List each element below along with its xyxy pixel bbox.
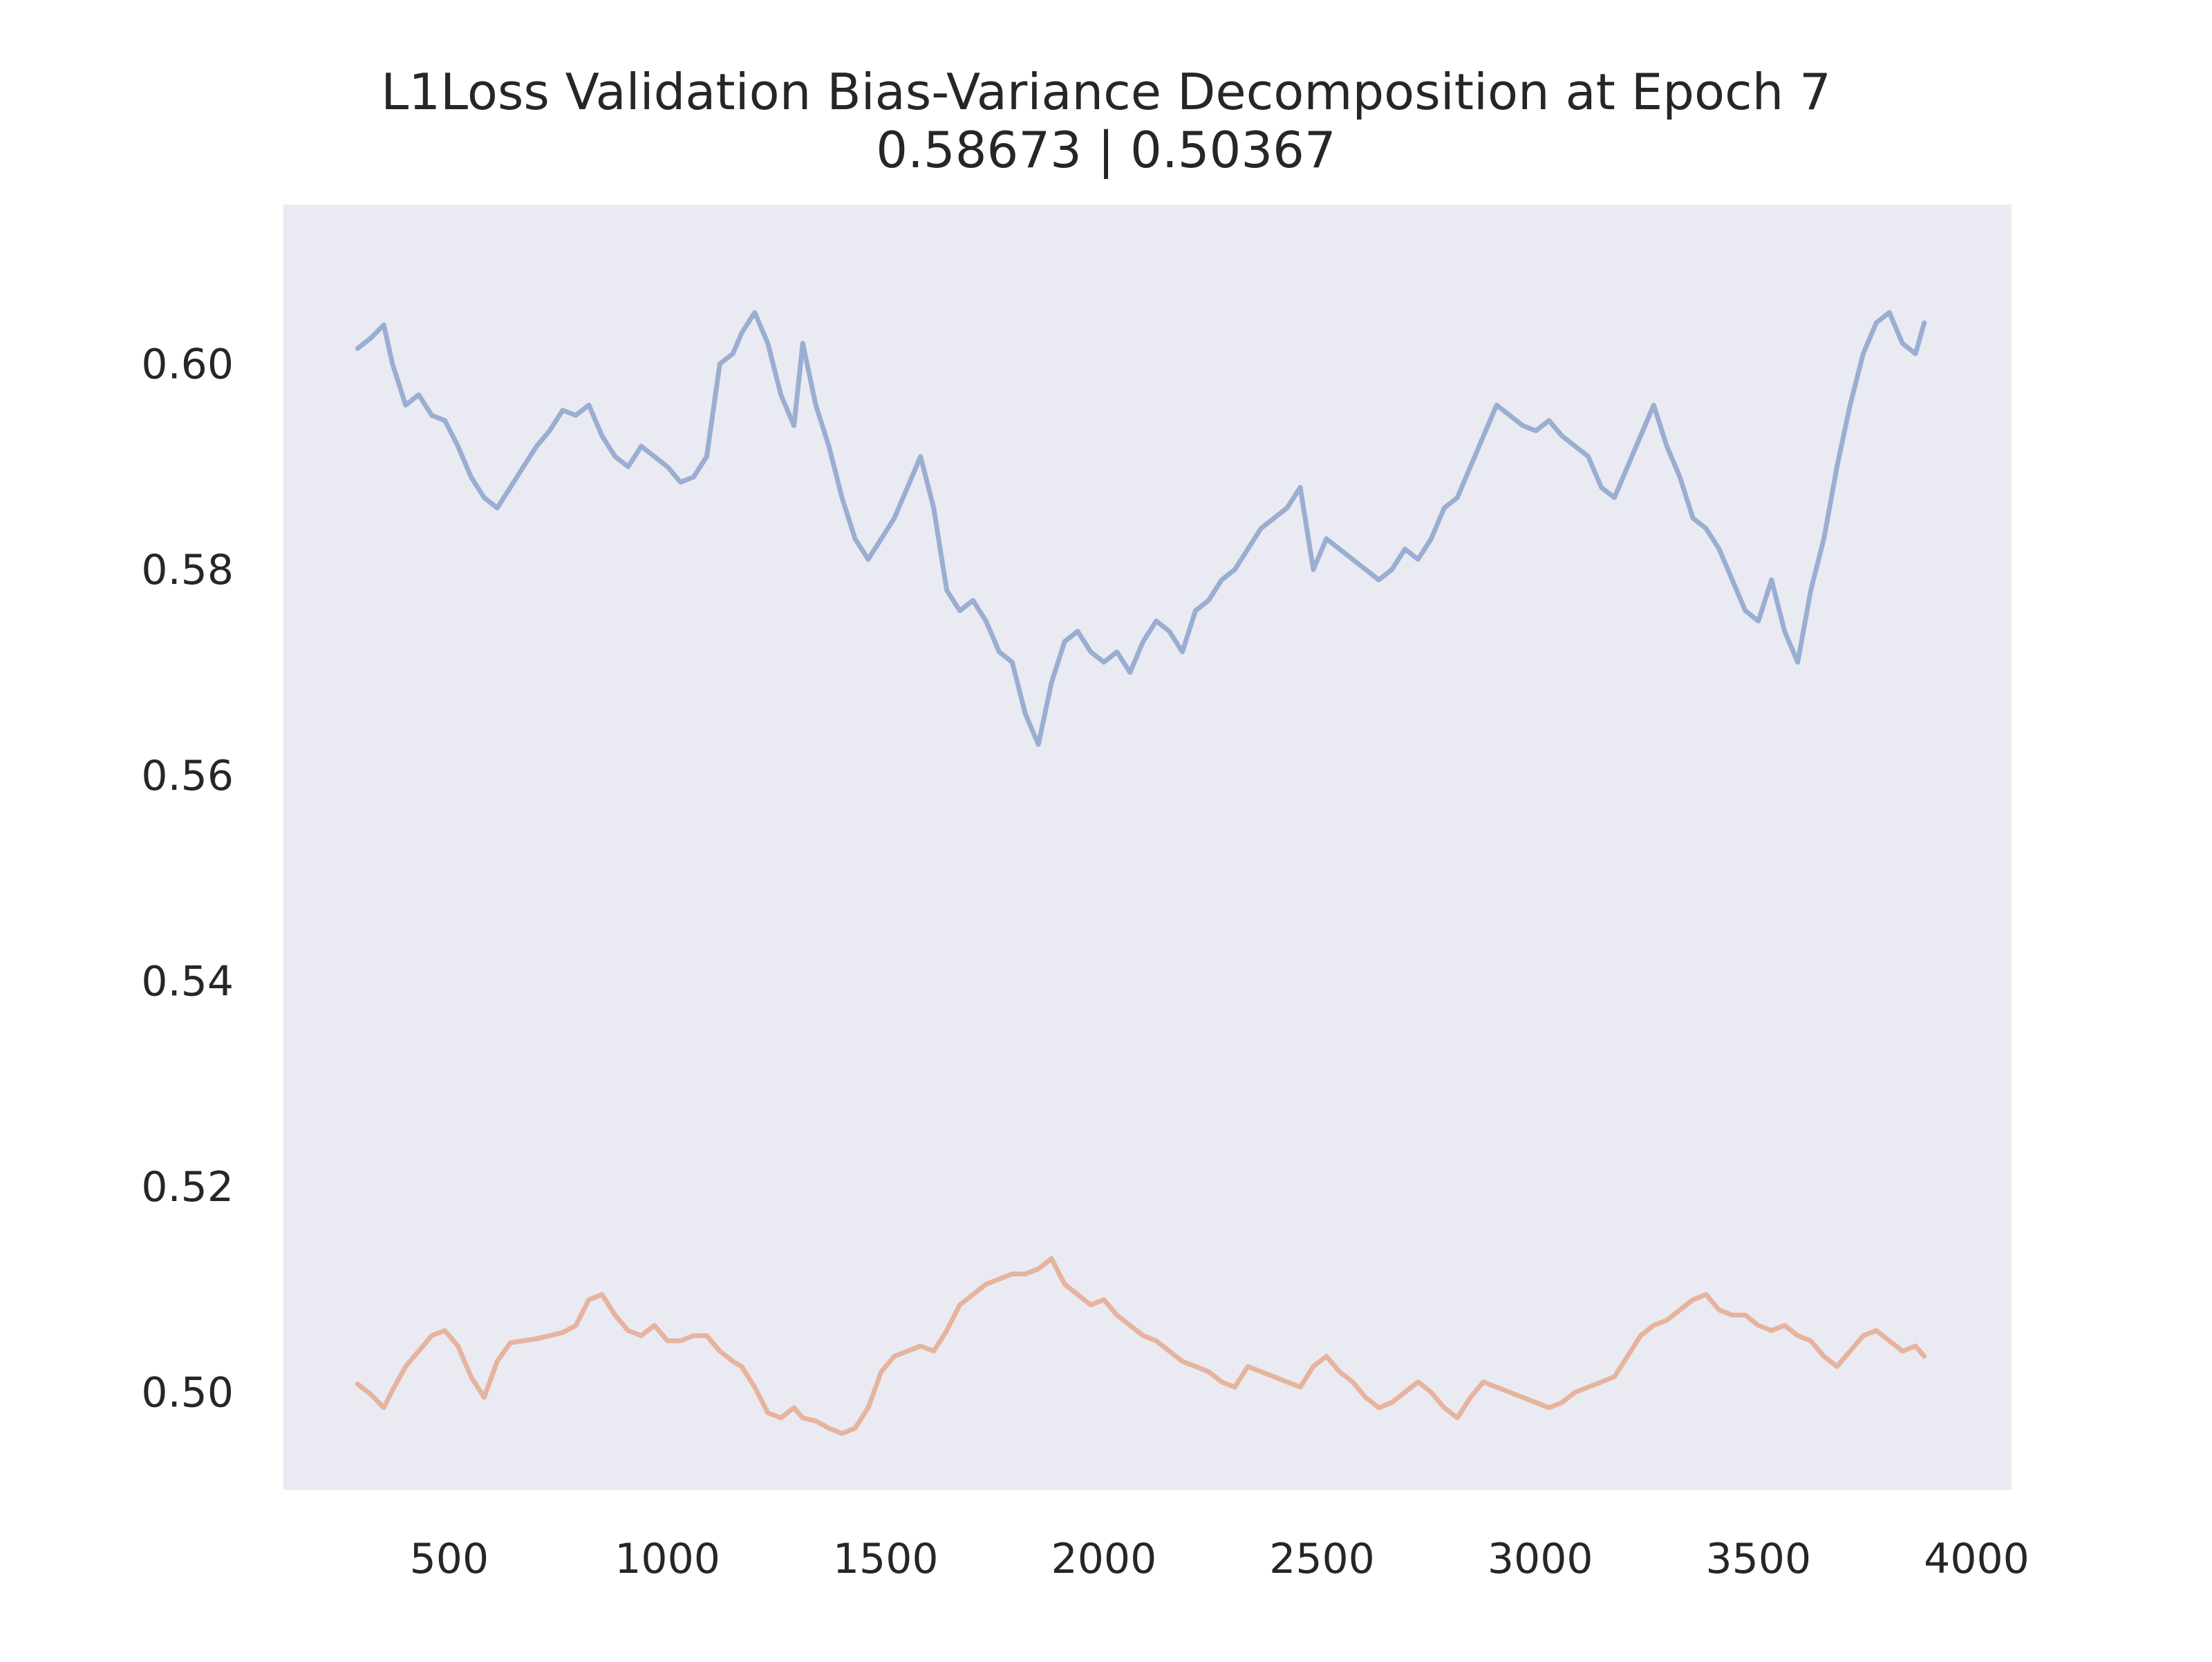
plot-area [283,205,2012,1490]
x-tick-label: 3000 [1488,1535,1593,1583]
x-tick-label: 1500 [833,1535,939,1583]
x-tick-label: 2000 [1051,1535,1157,1583]
chart-title: L1Loss Validation Bias-Variance Decompos… [381,63,1831,121]
y-axis-ticks: 0.50 0.52 0.54 0.56 0.58 0.60 [141,341,234,1417]
y-tick-label: 0.58 [141,546,234,594]
x-axis-ticks: 500 1000 1500 2000 2500 3000 3500 4000 [410,1535,2030,1583]
x-tick-label: 1000 [615,1535,720,1583]
series-line-2 [355,1256,1927,1436]
series-line-1 [355,310,1927,747]
x-tick-label: 4000 [1924,1535,2030,1583]
y-tick-label: 0.50 [141,1369,234,1417]
chart-subtitle: 0.58673 | 0.50367 [876,121,1336,180]
x-tick-label: 3500 [1705,1535,1811,1583]
y-tick-label: 0.60 [141,341,234,389]
series-layer [355,310,1927,1436]
x-tick-label: 500 [410,1535,489,1583]
x-tick-label: 2500 [1269,1535,1375,1583]
y-tick-label: 0.52 [141,1163,234,1211]
y-tick-label: 0.54 [141,957,234,1005]
y-tick-label: 0.56 [141,752,234,800]
